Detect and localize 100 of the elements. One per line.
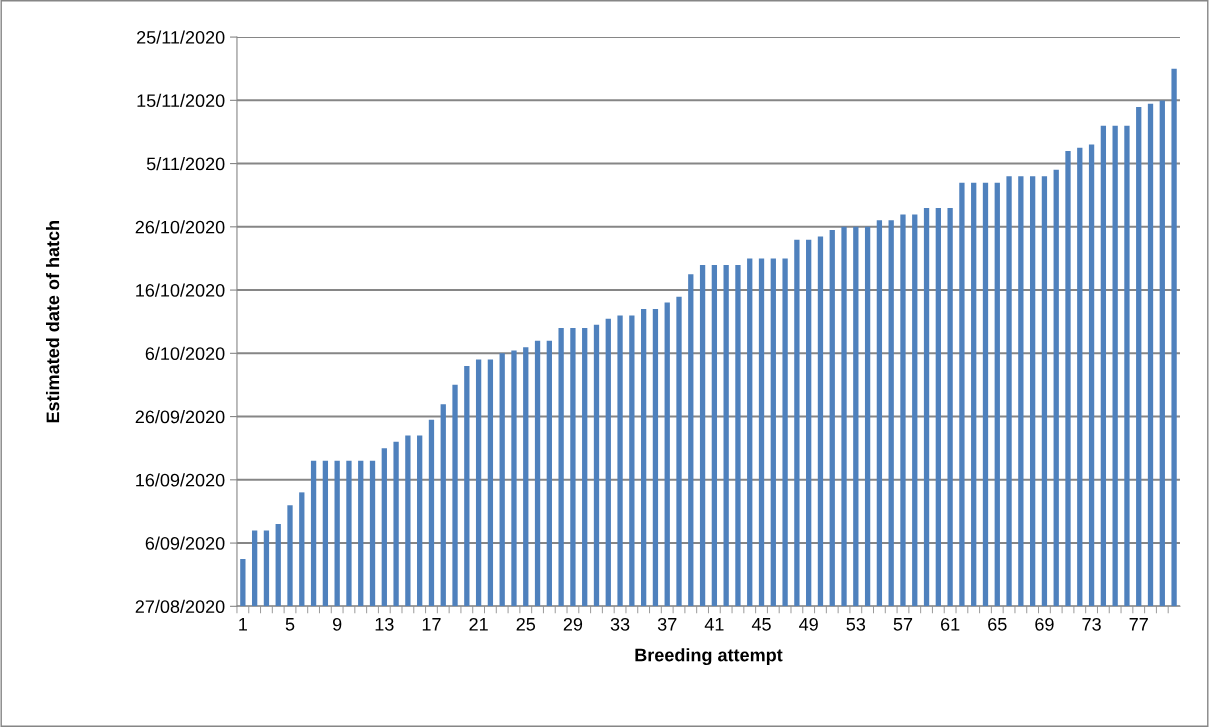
text: 27/08/2020 — [135, 599, 225, 614]
bar — [251, 530, 258, 607]
x-tick-label: 13 — [375, 617, 394, 631]
x-tick-label: 57 — [893, 618, 913, 631]
bar — [452, 384, 458, 607]
x-tick-label: 61 — [941, 617, 960, 631]
x-tick-label: 77 — [1129, 618, 1148, 631]
bar — [959, 182, 965, 607]
x-tick-label: 33 — [610, 617, 630, 631]
text: 6/09/2020 — [145, 536, 225, 550]
x-tick-label: 17 — [422, 618, 441, 631]
bar — [1029, 176, 1036, 607]
text: 6/10/2020 — [145, 346, 225, 361]
x-tick-label: 73 — [1082, 617, 1101, 631]
bar — [346, 460, 352, 607]
text: 16/10/2020 — [136, 283, 225, 297]
bar — [923, 208, 930, 607]
bar — [1124, 125, 1130, 607]
bar — [747, 258, 753, 607]
bar — [1088, 144, 1095, 607]
bar — [1136, 106, 1142, 607]
bar — [487, 359, 494, 607]
bar — [299, 492, 305, 607]
x-tick-label: 37 — [657, 617, 677, 631]
bar — [1077, 147, 1083, 607]
bar — [381, 448, 387, 607]
x-tick-label: 69 — [1035, 617, 1054, 631]
bar — [605, 318, 611, 607]
bar — [275, 524, 281, 607]
bar — [1018, 176, 1024, 607]
bar — [876, 220, 883, 607]
bar — [1112, 125, 1118, 607]
bar — [593, 324, 600, 607]
bar — [971, 182, 977, 607]
bar — [475, 359, 482, 607]
bar — [629, 315, 635, 607]
x-tick-label: 25 — [516, 617, 536, 631]
bar — [310, 460, 317, 607]
bar — [664, 302, 670, 607]
x-tick-label: 29 — [563, 617, 583, 631]
bar — [511, 350, 517, 607]
bar — [652, 309, 659, 607]
bar — [405, 435, 411, 607]
text: 26/09/2020 — [135, 410, 225, 424]
text: Estimated date of hatch — [45, 220, 60, 423]
x-tick-label: 5 — [285, 618, 295, 631]
bar — [770, 258, 776, 607]
x-axis-title: Breeding attempt — [635, 648, 783, 666]
bar — [711, 264, 718, 607]
bar — [758, 258, 765, 607]
text: 25/11/2020 — [137, 30, 225, 44]
x-tick-label: 9 — [332, 617, 342, 631]
x-tick-label: 53 — [846, 617, 866, 631]
x-tick-label: 21 — [469, 617, 488, 631]
bar — [994, 182, 1000, 607]
bar — [864, 226, 871, 607]
bar — [1053, 169, 1059, 607]
bar — [322, 460, 329, 607]
bar — [900, 214, 906, 607]
bar — [582, 327, 588, 607]
bar — [817, 236, 824, 607]
bar — [1171, 68, 1177, 607]
bar — [829, 230, 835, 607]
bar — [1065, 151, 1071, 607]
bar — [1041, 176, 1048, 607]
bar — [1006, 176, 1012, 607]
bar — [853, 226, 859, 607]
bar — [912, 214, 918, 607]
bar — [794, 239, 800, 607]
bar — [782, 258, 788, 607]
bar — [841, 226, 847, 607]
bar — [417, 435, 423, 607]
bar — [888, 220, 894, 607]
bar — [440, 404, 446, 607]
bar — [806, 239, 812, 607]
bar — [640, 309, 647, 607]
x-tick-label: 65 — [988, 617, 1007, 631]
bar — [523, 347, 529, 607]
text: 16/09/2020 — [136, 473, 225, 487]
text: 5/11/2020 — [146, 157, 225, 171]
bar — [570, 327, 576, 607]
bar — [723, 264, 729, 607]
bar — [334, 460, 340, 607]
x-tick-label: 41 — [704, 618, 724, 631]
bar — [499, 353, 505, 607]
bar — [534, 340, 541, 607]
x-tick-label: 1 — [239, 618, 247, 631]
bar — [369, 460, 376, 607]
x-tick-label: 45 — [751, 618, 771, 631]
bar — [546, 340, 552, 607]
bar — [393, 441, 399, 607]
text: 26/10/2020 — [135, 220, 225, 234]
bar — [676, 296, 682, 607]
bar — [935, 208, 941, 607]
bar — [735, 264, 741, 607]
x-tick-label: 49 — [799, 617, 818, 631]
bar — [1159, 100, 1165, 607]
bar — [1147, 103, 1154, 607]
text: 15/11/2020 — [137, 93, 225, 108]
bar — [558, 327, 564, 607]
